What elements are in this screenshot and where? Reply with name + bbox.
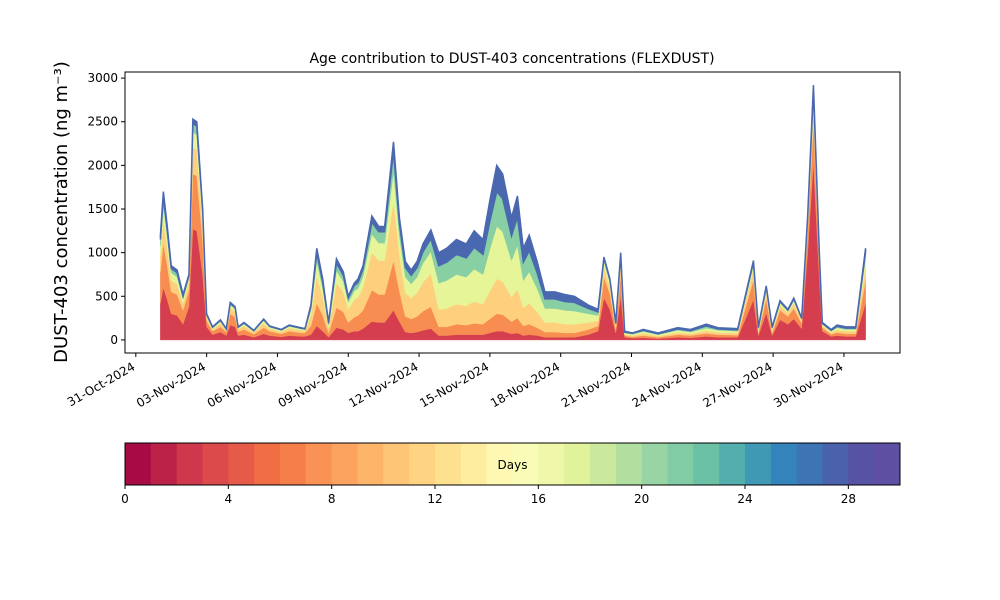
y-axis-label: DUST-403 concentration (ng m⁻³) [51, 61, 72, 363]
colorbar-bin [409, 443, 436, 485]
colorbar-bin [305, 443, 333, 485]
colorbar-bin [202, 443, 229, 485]
colorbar-bin [486, 443, 513, 485]
y-tick-label: 2500 [87, 115, 118, 129]
colorbar-bin [719, 443, 746, 485]
x-tick-label: 21-Nov-2024 [559, 359, 633, 410]
colorbar-tick-label: 20 [634, 492, 649, 506]
colorbar-bin [796, 443, 823, 485]
x-tick-label: 06-Nov-2024 [205, 359, 279, 410]
x-tick-label: 31-Oct-2024 [65, 359, 137, 409]
colorbar-tick-label: 4 [225, 492, 233, 506]
colorbar-bin [770, 443, 798, 485]
colorbar-bin [280, 443, 307, 485]
colorbar-tick-label: 12 [427, 492, 442, 506]
colorbar-bin [357, 443, 384, 485]
colorbar-label: Days [498, 458, 528, 472]
colorbar-bin [176, 443, 203, 485]
colorbar-bin [874, 443, 901, 485]
colorbar-frame [124, 442, 901, 486]
plot-frame [124, 71, 901, 354]
x-tick-label: 15-Nov-2024 [417, 359, 491, 410]
colorbar-bin [331, 443, 358, 485]
x-tick-label: 03-Nov-2024 [134, 359, 208, 410]
y-tick-label: 0 [110, 333, 118, 347]
colorbar-bin [590, 443, 617, 485]
x-tick-label: 24-Nov-2024 [630, 359, 704, 410]
chart-title: Age contribution to DUST-403 concentrati… [309, 51, 714, 67]
x-tick-label: 09-Nov-2024 [276, 359, 350, 410]
colorbar-bin [435, 443, 462, 485]
colorbar-tick-label: 24 [737, 492, 752, 506]
colorbar-bin [745, 443, 772, 485]
colorbar-bin [848, 443, 875, 485]
colorbar-bin [538, 443, 565, 485]
colorbar-bin [512, 443, 539, 485]
colorbar-tick-label: 28 [841, 492, 856, 506]
colorbar-bin [228, 443, 255, 485]
colorbar-tick-label: 0 [121, 492, 129, 506]
colorbar-bin [641, 443, 668, 485]
colorbar-bin [383, 443, 410, 485]
colorbar-bin [615, 443, 643, 485]
colorbar-bin [254, 443, 281, 485]
x-tick-label: 27-Nov-2024 [700, 359, 774, 410]
colorbar-tick-label: 8 [328, 492, 336, 506]
area-layer [159, 85, 867, 335]
colorbar-tick-label: 16 [531, 492, 546, 506]
y-tick-label: 1000 [87, 246, 118, 260]
colorbar-bin [693, 443, 720, 485]
x-tick-label: 30-Nov-2024 [771, 359, 845, 410]
colorbar-bin [564, 443, 591, 485]
x-tick-label: 18-Nov-2024 [488, 359, 562, 410]
y-tick-label: 2000 [87, 158, 118, 172]
colorbar-bin [667, 443, 694, 485]
x-tick-label: 12-Nov-2024 [346, 359, 420, 410]
colorbar-bin [460, 443, 488, 485]
colorbar-bin [150, 443, 178, 485]
y-tick-label: 500 [95, 289, 118, 303]
y-tick-label: 3000 [87, 71, 118, 85]
colorbar-bin [822, 443, 849, 485]
colorbar-bin [125, 443, 152, 485]
y-tick-label: 1500 [87, 202, 118, 216]
